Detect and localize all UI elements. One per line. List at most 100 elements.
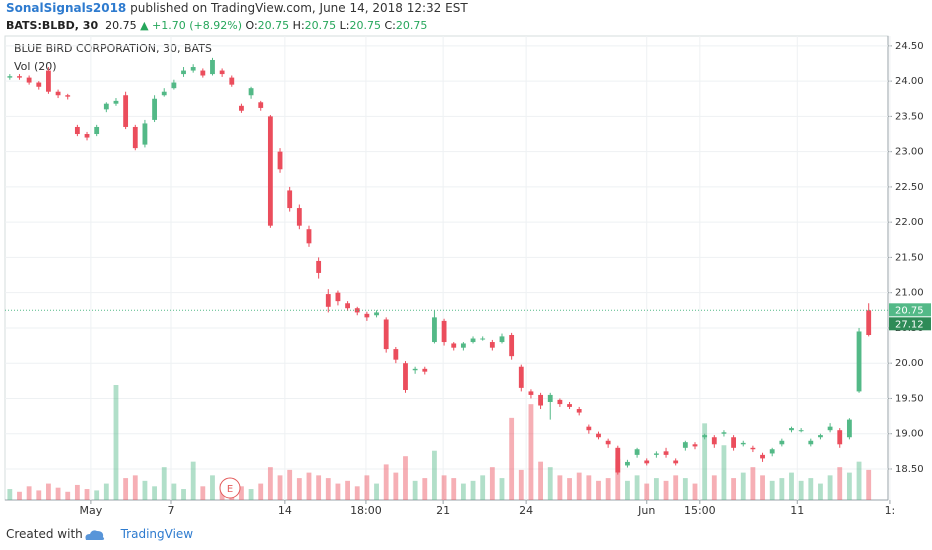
volume-bar <box>818 483 823 500</box>
candle-body <box>383 319 389 350</box>
author[interactable]: SonalSignals2018 <box>6 1 127 15</box>
candle-body <box>229 77 235 85</box>
ohlc-value: 20.75 <box>395 19 428 32</box>
symbol: BATS:BLBD, 30 <box>6 19 99 32</box>
candle-body <box>267 116 273 226</box>
volume-bar <box>789 472 794 500</box>
candle-body <box>248 88 254 96</box>
symbol-line: BATS:BLBD, 30 20.75 ▲ +1.70 (+8.92%) O:2… <box>6 19 427 32</box>
candle-body <box>325 294 331 307</box>
volume-bar <box>538 461 544 500</box>
volume-bar <box>432 450 437 500</box>
volume-bar <box>586 475 592 500</box>
volume-bar <box>653 478 659 500</box>
event-marker <box>219 477 241 499</box>
volume-bar <box>682 478 688 500</box>
volume-bar <box>547 467 553 500</box>
candle-body <box>528 391 534 395</box>
published: published on TradingView.com, June 14, 2… <box>130 1 468 15</box>
volume-bar <box>258 483 264 500</box>
y-tick-label: 22.00 <box>895 217 924 228</box>
volume-bar <box>557 475 563 500</box>
y-tick-label: 23.00 <box>895 147 924 158</box>
candle-body <box>161 91 167 96</box>
candle-body <box>123 95 129 127</box>
candle-body <box>287 190 293 209</box>
candle-body <box>46 70 51 92</box>
candle-body <box>441 320 447 343</box>
candle-body <box>644 460 650 464</box>
volume-bar <box>518 469 524 500</box>
candle-body <box>625 461 630 466</box>
candle-body <box>567 404 572 407</box>
volume-bar <box>306 472 312 500</box>
volume-bar <box>325 478 331 500</box>
y-tick-label: 23.50 <box>895 111 924 122</box>
candle-body <box>682 442 688 448</box>
candle-body <box>837 430 843 445</box>
x-tick-label: 18:00 <box>350 504 382 517</box>
candle-body <box>798 430 804 432</box>
candle-body <box>518 366 524 388</box>
volume-bar <box>132 475 138 500</box>
volume-bar <box>123 478 129 500</box>
volume-bar <box>480 475 486 500</box>
candle-body <box>740 442 746 445</box>
candle-body <box>296 208 302 226</box>
volume-bar <box>403 456 408 500</box>
last-price-box <box>889 303 931 317</box>
candle-body <box>7 76 13 78</box>
volume-bar <box>499 478 505 500</box>
volume-bar <box>596 480 601 500</box>
volume-bar <box>625 480 630 500</box>
candle-body <box>403 363 408 390</box>
candle-body <box>750 447 756 450</box>
volume-bar <box>354 486 360 500</box>
volume-bar <box>335 483 341 500</box>
candle-body <box>393 349 399 360</box>
candle-body <box>422 368 428 372</box>
candle-body <box>711 437 717 445</box>
volume-bar <box>663 480 669 500</box>
volume-bar <box>702 423 708 500</box>
y-tick-label: 21.50 <box>895 252 924 263</box>
ohlc-value: 20.75 <box>304 19 337 32</box>
x-tick-label: May <box>80 504 103 517</box>
volume-bar <box>296 478 302 500</box>
volume-bar <box>17 491 22 500</box>
candle-body <box>36 82 42 87</box>
volume-bar <box>287 469 293 500</box>
candle-body <box>190 67 196 71</box>
volume-bar <box>200 486 206 500</box>
volume-bar <box>277 475 283 500</box>
volume-bar <box>345 480 350 500</box>
last: 20.75 <box>105 19 137 32</box>
candle-body <box>210 59 215 75</box>
candle-body <box>673 460 679 464</box>
x-tick-label: 1: <box>885 504 896 517</box>
x-tick-label: 24 <box>519 504 533 517</box>
volume-bar <box>470 480 476 500</box>
event-marker-label: E <box>227 484 233 495</box>
candle-body <box>306 229 312 244</box>
candle-body <box>731 437 737 448</box>
volume-bar <box>181 489 186 500</box>
volume-bar <box>615 458 621 500</box>
candle-body <box>103 103 109 110</box>
candle-body <box>55 91 61 96</box>
candle-body <box>538 394 544 406</box>
candle-body <box>509 334 515 357</box>
candle-body <box>412 368 418 371</box>
brand[interactable]: TradingView <box>120 527 194 541</box>
volume-label: Vol (20) <box>14 60 57 73</box>
candle-body <box>364 313 370 318</box>
candle-body <box>576 409 582 413</box>
candle-body <box>335 292 341 302</box>
volume-bar <box>837 467 843 500</box>
candle-body <box>470 338 476 343</box>
y-tick-label: 18.50 <box>895 464 924 475</box>
candle-body <box>354 308 360 313</box>
candle-body <box>547 394 553 402</box>
volume-bar <box>441 475 447 500</box>
volume-bar <box>460 483 466 500</box>
